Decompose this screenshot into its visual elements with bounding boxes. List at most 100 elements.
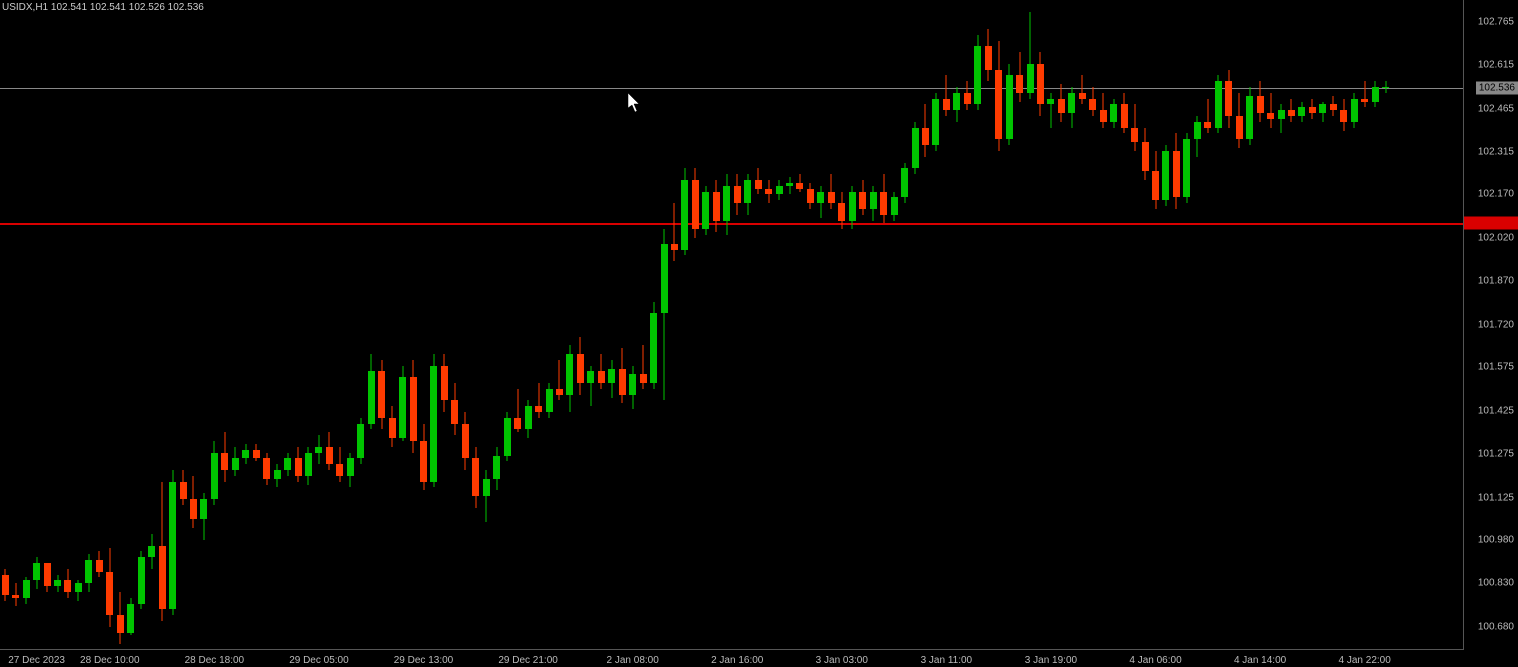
candle[interactable] <box>849 0 856 650</box>
candle[interactable] <box>295 0 302 650</box>
candle[interactable] <box>148 0 155 650</box>
candle[interactable] <box>640 0 647 650</box>
candle[interactable] <box>504 0 511 650</box>
candle[interactable] <box>12 0 19 650</box>
candle[interactable] <box>54 0 61 650</box>
candle[interactable] <box>96 0 103 650</box>
candle[interactable] <box>64 0 71 650</box>
candle[interactable] <box>1110 0 1117 650</box>
candle[interactable] <box>817 0 824 650</box>
candle[interactable] <box>1183 0 1190 650</box>
candle[interactable] <box>378 0 385 650</box>
candle[interactable] <box>702 0 709 650</box>
candle[interactable] <box>242 0 249 650</box>
candle[interactable] <box>786 0 793 650</box>
candle[interactable] <box>1225 0 1232 650</box>
candle[interactable] <box>483 0 490 650</box>
candle[interactable] <box>838 0 845 650</box>
candle[interactable] <box>1068 0 1075 650</box>
candle[interactable] <box>1267 0 1274 650</box>
candle[interactable] <box>190 0 197 650</box>
candle[interactable] <box>1152 0 1159 650</box>
candle[interactable] <box>776 0 783 650</box>
candle[interactable] <box>169 0 176 650</box>
candle[interactable] <box>598 0 605 650</box>
candle[interactable] <box>1027 0 1034 650</box>
candle[interactable] <box>1278 0 1285 650</box>
candle[interactable] <box>1330 0 1337 650</box>
candle[interactable] <box>305 0 312 650</box>
candle[interactable] <box>514 0 521 650</box>
candle[interactable] <box>880 0 887 650</box>
candle[interactable] <box>932 0 939 650</box>
candle[interactable] <box>953 0 960 650</box>
candle[interactable] <box>1079 0 1086 650</box>
candle[interactable] <box>1006 0 1013 650</box>
candle[interactable] <box>734 0 741 650</box>
candle[interactable] <box>1361 0 1368 650</box>
candle[interactable] <box>525 0 532 650</box>
candle[interactable] <box>1204 0 1211 650</box>
candle[interactable] <box>870 0 877 650</box>
candle[interactable] <box>180 0 187 650</box>
candle[interactable] <box>1173 0 1180 650</box>
candle[interactable] <box>713 0 720 650</box>
candle[interactable] <box>796 0 803 650</box>
candle[interactable] <box>326 0 333 650</box>
candle[interactable] <box>23 0 30 650</box>
candle[interactable] <box>755 0 762 650</box>
candle[interactable] <box>441 0 448 650</box>
candle[interactable] <box>995 0 1002 650</box>
candle[interactable] <box>315 0 322 650</box>
candle[interactable] <box>912 0 919 650</box>
candle[interactable] <box>232 0 239 650</box>
candle[interactable] <box>922 0 929 650</box>
candle[interactable] <box>828 0 835 650</box>
candle[interactable] <box>1246 0 1253 650</box>
candle[interactable] <box>368 0 375 650</box>
candle[interactable] <box>807 0 814 650</box>
candle[interactable] <box>901 0 908 650</box>
candle[interactable] <box>661 0 668 650</box>
candle[interactable] <box>263 0 270 650</box>
candle[interactable] <box>619 0 626 650</box>
candle[interactable] <box>221 0 228 650</box>
candle[interactable] <box>985 0 992 650</box>
candle[interactable] <box>127 0 134 650</box>
candle[interactable] <box>211 0 218 650</box>
candle[interactable] <box>451 0 458 650</box>
candle[interactable] <box>33 0 40 650</box>
candle[interactable] <box>1309 0 1316 650</box>
candle[interactable] <box>347 0 354 650</box>
candle[interactable] <box>692 0 699 650</box>
candle[interactable] <box>1016 0 1023 650</box>
candle[interactable] <box>1058 0 1065 650</box>
candle[interactable] <box>106 0 113 650</box>
candle[interactable] <box>1100 0 1107 650</box>
candle[interactable] <box>200 0 207 650</box>
candle[interactable] <box>138 0 145 650</box>
candle[interactable] <box>943 0 950 650</box>
candle[interactable] <box>399 0 406 650</box>
candle[interactable] <box>284 0 291 650</box>
candle[interactable] <box>389 0 396 650</box>
plot-area[interactable] <box>0 0 1464 650</box>
candle[interactable] <box>85 0 92 650</box>
candle[interactable] <box>430 0 437 650</box>
time-axis[interactable]: 27 Dec 202328 Dec 10:0028 Dec 18:0029 De… <box>0 649 1464 667</box>
candle[interactable] <box>1288 0 1295 650</box>
candle[interactable] <box>1162 0 1169 650</box>
candle[interactable] <box>1194 0 1201 650</box>
candle[interactable] <box>1131 0 1138 650</box>
candle[interactable] <box>410 0 417 650</box>
chart-wrapper[interactable]: USIDX,H1 102.541 102.541 102.526 102.536… <box>0 0 1518 667</box>
candle[interactable] <box>1257 0 1264 650</box>
candle[interactable] <box>75 0 82 650</box>
candle[interactable] <box>546 0 553 650</box>
candle[interactable] <box>1340 0 1347 650</box>
candle[interactable] <box>274 0 281 650</box>
candle[interactable] <box>44 0 51 650</box>
candle[interactable] <box>472 0 479 650</box>
candle[interactable] <box>629 0 636 650</box>
candle[interactable] <box>1236 0 1243 650</box>
